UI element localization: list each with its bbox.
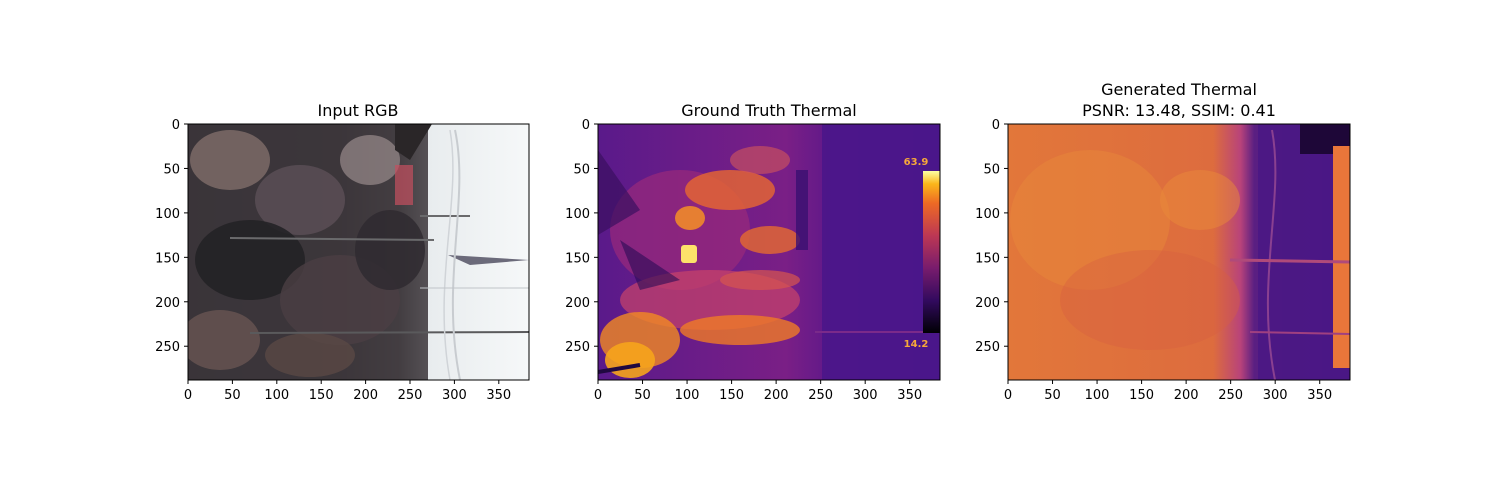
x-tick-label: 350 (1307, 388, 1332, 403)
y-tick-label: 50 (983, 162, 1000, 177)
y-tick-label: 0 (992, 118, 1000, 133)
panel-title-rgb: Input RGB (317, 101, 398, 120)
x-tick-label: 100 (264, 388, 289, 403)
panel-title-ground-truth: Ground Truth Thermal (681, 101, 856, 120)
scale-min-label: 14.2 (904, 339, 929, 350)
y-tick-label: 200 (155, 296, 180, 311)
panel-subtitle-metrics: PSNR: 13.48, SSIM: 0.41 (1082, 101, 1276, 120)
x-tick-label: 300 (853, 388, 878, 403)
axes-frame (597, 123, 941, 381)
x-tick-label: 50 (1044, 388, 1061, 403)
x-tick-label: 100 (675, 388, 700, 403)
x-tick-label: 200 (1174, 388, 1199, 403)
y-tick-label: 0 (172, 118, 180, 133)
x-tick-label: 150 (719, 388, 744, 403)
x-tick-label: 0 (184, 388, 192, 403)
x-tick-label: 0 (1004, 388, 1012, 403)
y-tick-label: 50 (573, 162, 590, 177)
x-tick-label: 200 (764, 388, 789, 403)
scale-max-label: 63.9 (904, 157, 929, 168)
y-tick-label: 0 (582, 118, 590, 133)
x-tick-label: 350 (486, 388, 511, 403)
x-tick-label: 100 (1085, 388, 1110, 403)
x-tick-label: 250 (398, 388, 423, 403)
x-tick-label: 300 (1263, 388, 1288, 403)
x-tick-label: 250 (1218, 388, 1243, 403)
axes-frame (187, 123, 530, 381)
y-tick-label: 100 (565, 207, 590, 222)
x-tick-label: 150 (1129, 388, 1154, 403)
y-tick-label: 100 (975, 207, 1000, 222)
y-tick-label: 200 (565, 296, 590, 311)
y-tick-label: 100 (155, 207, 180, 222)
y-tick-label: 250 (975, 340, 1000, 355)
y-tick-label: 150 (975, 251, 1000, 266)
y-tick-label: 50 (163, 162, 180, 177)
generated-thermal-image (1008, 124, 1350, 380)
x-tick-label: 0 (594, 388, 602, 403)
y-tick-label: 150 (155, 251, 180, 266)
rgb-image (188, 124, 529, 380)
y-tick-label: 250 (155, 340, 180, 355)
x-tick-label: 300 (442, 388, 467, 403)
axes-frame (1007, 123, 1351, 381)
x-tick-label: 250 (808, 388, 833, 403)
x-tick-label: 350 (897, 388, 922, 403)
ground-truth-thermal-image (598, 124, 940, 380)
x-tick-label: 50 (634, 388, 651, 403)
x-tick-label: 50 (224, 388, 241, 403)
x-tick-label: 200 (353, 388, 378, 403)
y-tick-label: 200 (975, 296, 1000, 311)
axes-layer: 0 50 100 150 200 250 300 350 0 50 100 150 200 250 0 50 1… (155, 118, 1351, 403)
x-tick-label: 150 (309, 388, 334, 403)
y-tick-label: 250 (565, 340, 590, 355)
y-tick-label: 150 (565, 251, 590, 266)
panel-title-generated: Generated Thermal (1101, 80, 1257, 99)
